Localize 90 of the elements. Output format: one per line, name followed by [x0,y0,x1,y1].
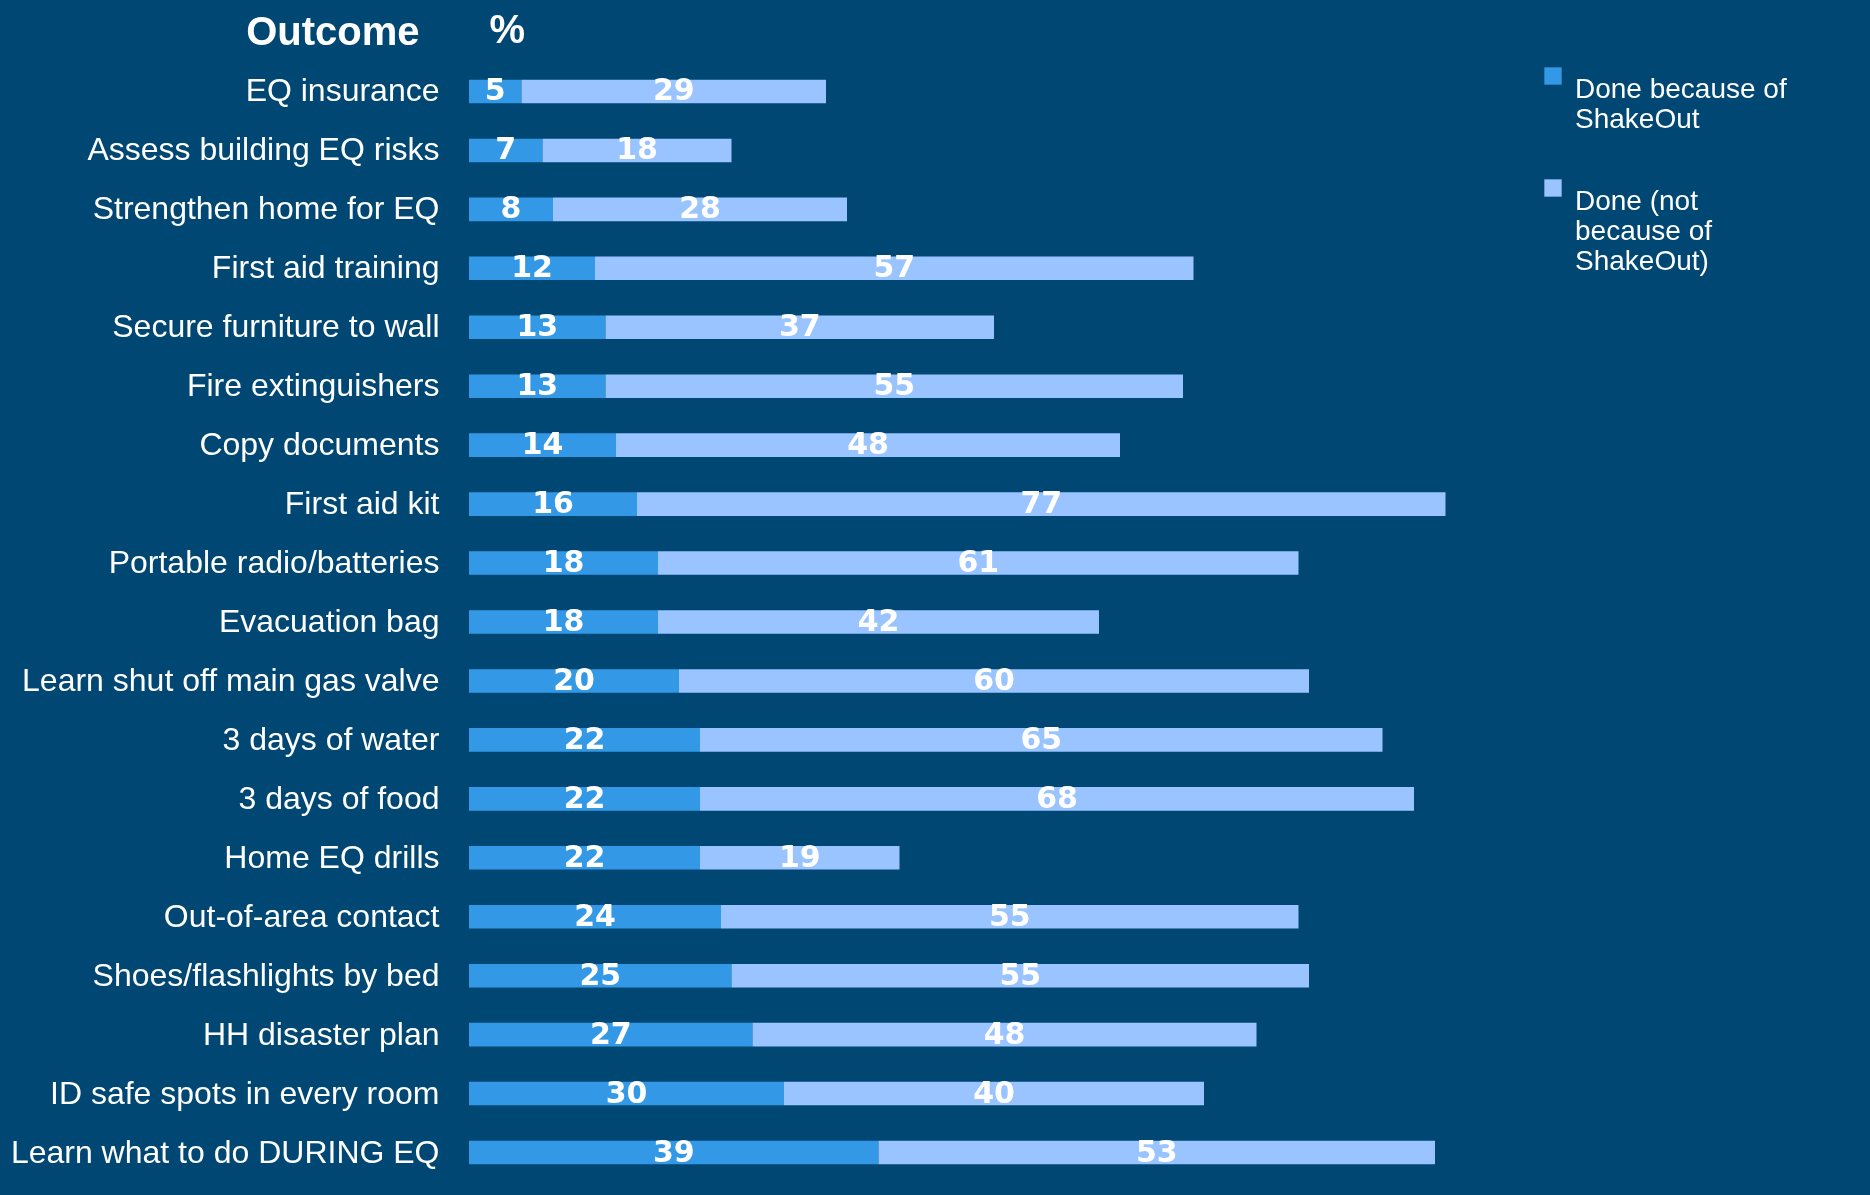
bar [469,904,721,929]
x-axis-title: % [489,6,526,51]
bar [658,551,1299,575]
y-tick-label: First aid kit [284,485,440,522]
y-tick-label: Secure furniture to wall [112,308,440,345]
data-label: 48 [983,1015,1026,1051]
data-label: 42 [857,603,900,638]
y-tick-label: Shoes/flashlights by bed [92,956,440,993]
data-label: 28 [679,190,721,226]
y-tick-label: Copy documents [199,426,440,463]
y-tick-label: EQ insurance [245,72,440,109]
data-label: 48 [847,426,889,462]
data-label: 19 [778,838,821,874]
bar [469,728,700,752]
data-label: 18 [542,544,585,580]
bar [605,374,1183,398]
y-tick-label: Home EQ drills [224,838,440,875]
data-label: 22 [563,779,606,815]
data-label: 61 [957,544,1000,580]
data-label: 14 [521,426,564,462]
data-label: 22 [563,838,606,874]
data-label: 5 [484,72,506,108]
bar [595,256,1194,281]
data-label: 22 [563,720,606,756]
data-label: 7 [495,131,517,167]
data-label: 16 [532,485,574,521]
data-label: 55 [873,367,916,403]
data-label: 60 [973,661,1015,697]
bar [637,492,1446,516]
data-label: 13 [516,367,559,403]
y-axis-title: Outcome [246,8,420,53]
bar [605,315,994,340]
y-tick-label: HH disaster plan [202,1015,440,1052]
bar [469,1081,784,1106]
data-label: 29 [652,72,695,108]
y-tick-label: Learn what to do DURING EQ [10,1133,440,1170]
y-tick-label: Fire extinguishers [186,367,440,404]
bar [658,610,1099,634]
legend-label: Done (not because of ShakeOut) [1575,185,1713,276]
data-label: 77 [1020,485,1063,521]
bar [469,787,700,811]
data-label: 55 [999,956,1042,992]
y-tick-label: Portable radio/batteries [108,544,440,581]
y-tick-label: Assess building EQ risks [87,131,440,168]
bar [752,1022,1257,1047]
bar [700,787,1414,811]
bar [469,669,679,693]
data-label: 55 [988,897,1031,933]
y-tick-label: ID safe spots in every room [50,1074,440,1111]
bar [700,728,1383,752]
bar [700,846,900,870]
data-label: 53 [1135,1133,1178,1169]
bar [469,846,700,870]
data-label: 37 [778,308,821,344]
bar [469,963,732,988]
data-label: 13 [516,308,559,344]
legend-label: Done because of ShakeOut [1575,73,1787,134]
data-label: 25 [579,956,622,992]
data-label: 12 [511,249,553,285]
data-label: 20 [553,661,595,697]
bar [679,669,1309,693]
data-label: 65 [1020,720,1063,756]
data-label: 39 [652,1133,695,1169]
y-tick-label: Evacuation bag [218,603,440,639]
bar [469,551,658,575]
data-label: 40 [973,1074,1015,1110]
bar [469,1022,753,1047]
bar [521,79,826,104]
data-label: 24 [574,897,616,933]
y-tick-label: Learn shut off main gas valve [22,661,440,698]
y-tick-label: First aid training [211,249,440,286]
data-label: 8 [500,190,522,226]
data-label: 18 [616,131,658,167]
data-label: 57 [873,249,916,285]
y-tick-label: 3 days of water [222,720,440,757]
bar [616,433,1120,457]
bar [553,197,847,222]
bar [878,1140,1435,1165]
data-label: 27 [589,1015,632,1051]
y-tick-label: Out-of-area contact [163,897,440,934]
bar [469,610,658,634]
bar [784,1081,1204,1106]
bar [469,1140,879,1165]
data-label: 18 [542,603,585,638]
bar [731,963,1309,988]
data-label: 68 [1036,779,1078,815]
bar [721,904,1299,929]
y-tick-label: Strengthen home for EQ [92,190,440,227]
y-tick-label: 3 days of food [238,779,440,816]
data-label: 30 [605,1074,648,1110]
